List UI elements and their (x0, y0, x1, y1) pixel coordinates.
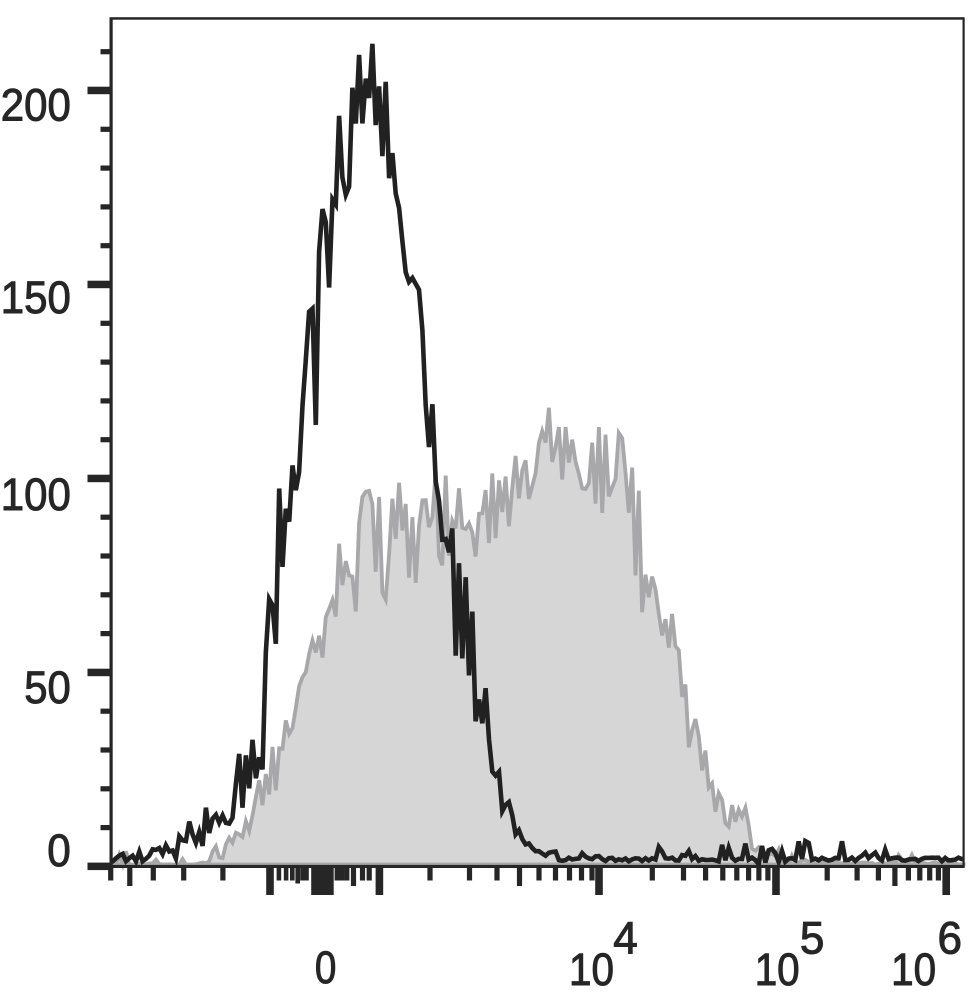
svg-text:5: 5 (800, 913, 825, 964)
svg-text:10: 10 (755, 944, 800, 995)
svg-text:150: 150 (1, 272, 71, 323)
svg-text:100: 100 (1, 469, 71, 520)
svg-text:10: 10 (891, 944, 936, 995)
svg-text:10: 10 (569, 944, 614, 995)
svg-text:0: 0 (315, 942, 337, 993)
svg-text:50: 50 (24, 662, 71, 713)
svg-text:4: 4 (613, 913, 638, 964)
svg-text:200: 200 (1, 80, 71, 131)
svg-text:6: 6 (937, 913, 962, 964)
svg-text:0: 0 (47, 825, 71, 876)
